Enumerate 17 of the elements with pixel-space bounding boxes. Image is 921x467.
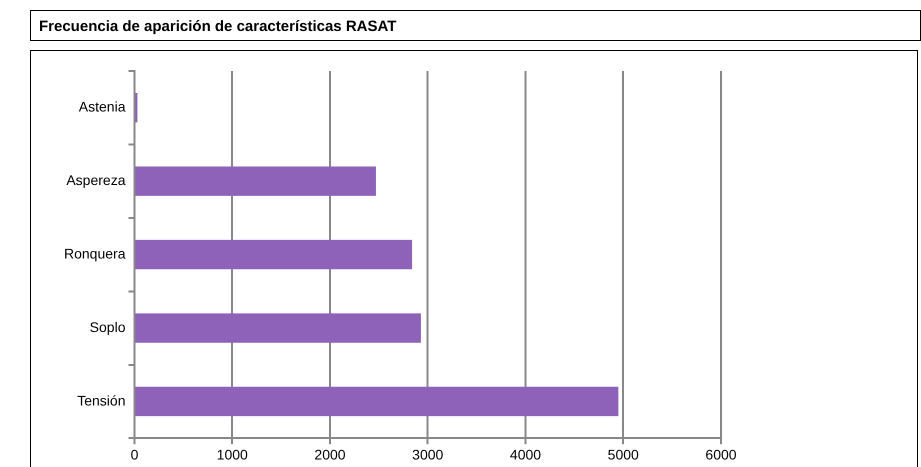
bar: [135, 386, 618, 416]
x-tick-label: 0: [130, 446, 139, 462]
x-tick-label: 1000: [216, 446, 248, 462]
y-tick-label: Tensión: [77, 392, 126, 408]
x-tick-label: 3000: [412, 446, 444, 462]
chart-title: Frecuencia de aparición de características RASAT: [30, 10, 921, 41]
bar: [135, 313, 421, 343]
bar: [135, 240, 412, 270]
y-tick-label: Aspereza: [66, 172, 126, 188]
x-tick-label: 6000: [705, 446, 737, 462]
bar: [135, 166, 376, 196]
y-tick-label: Astenia: [78, 98, 126, 115]
y-tick-label: Soplo: [90, 318, 126, 335]
x-tick-label: 2000: [314, 446, 346, 462]
x-tick-label: 4000: [510, 446, 542, 462]
y-tick-label: Ronquera: [64, 245, 126, 262]
x-tick-label: 5000: [608, 446, 640, 462]
